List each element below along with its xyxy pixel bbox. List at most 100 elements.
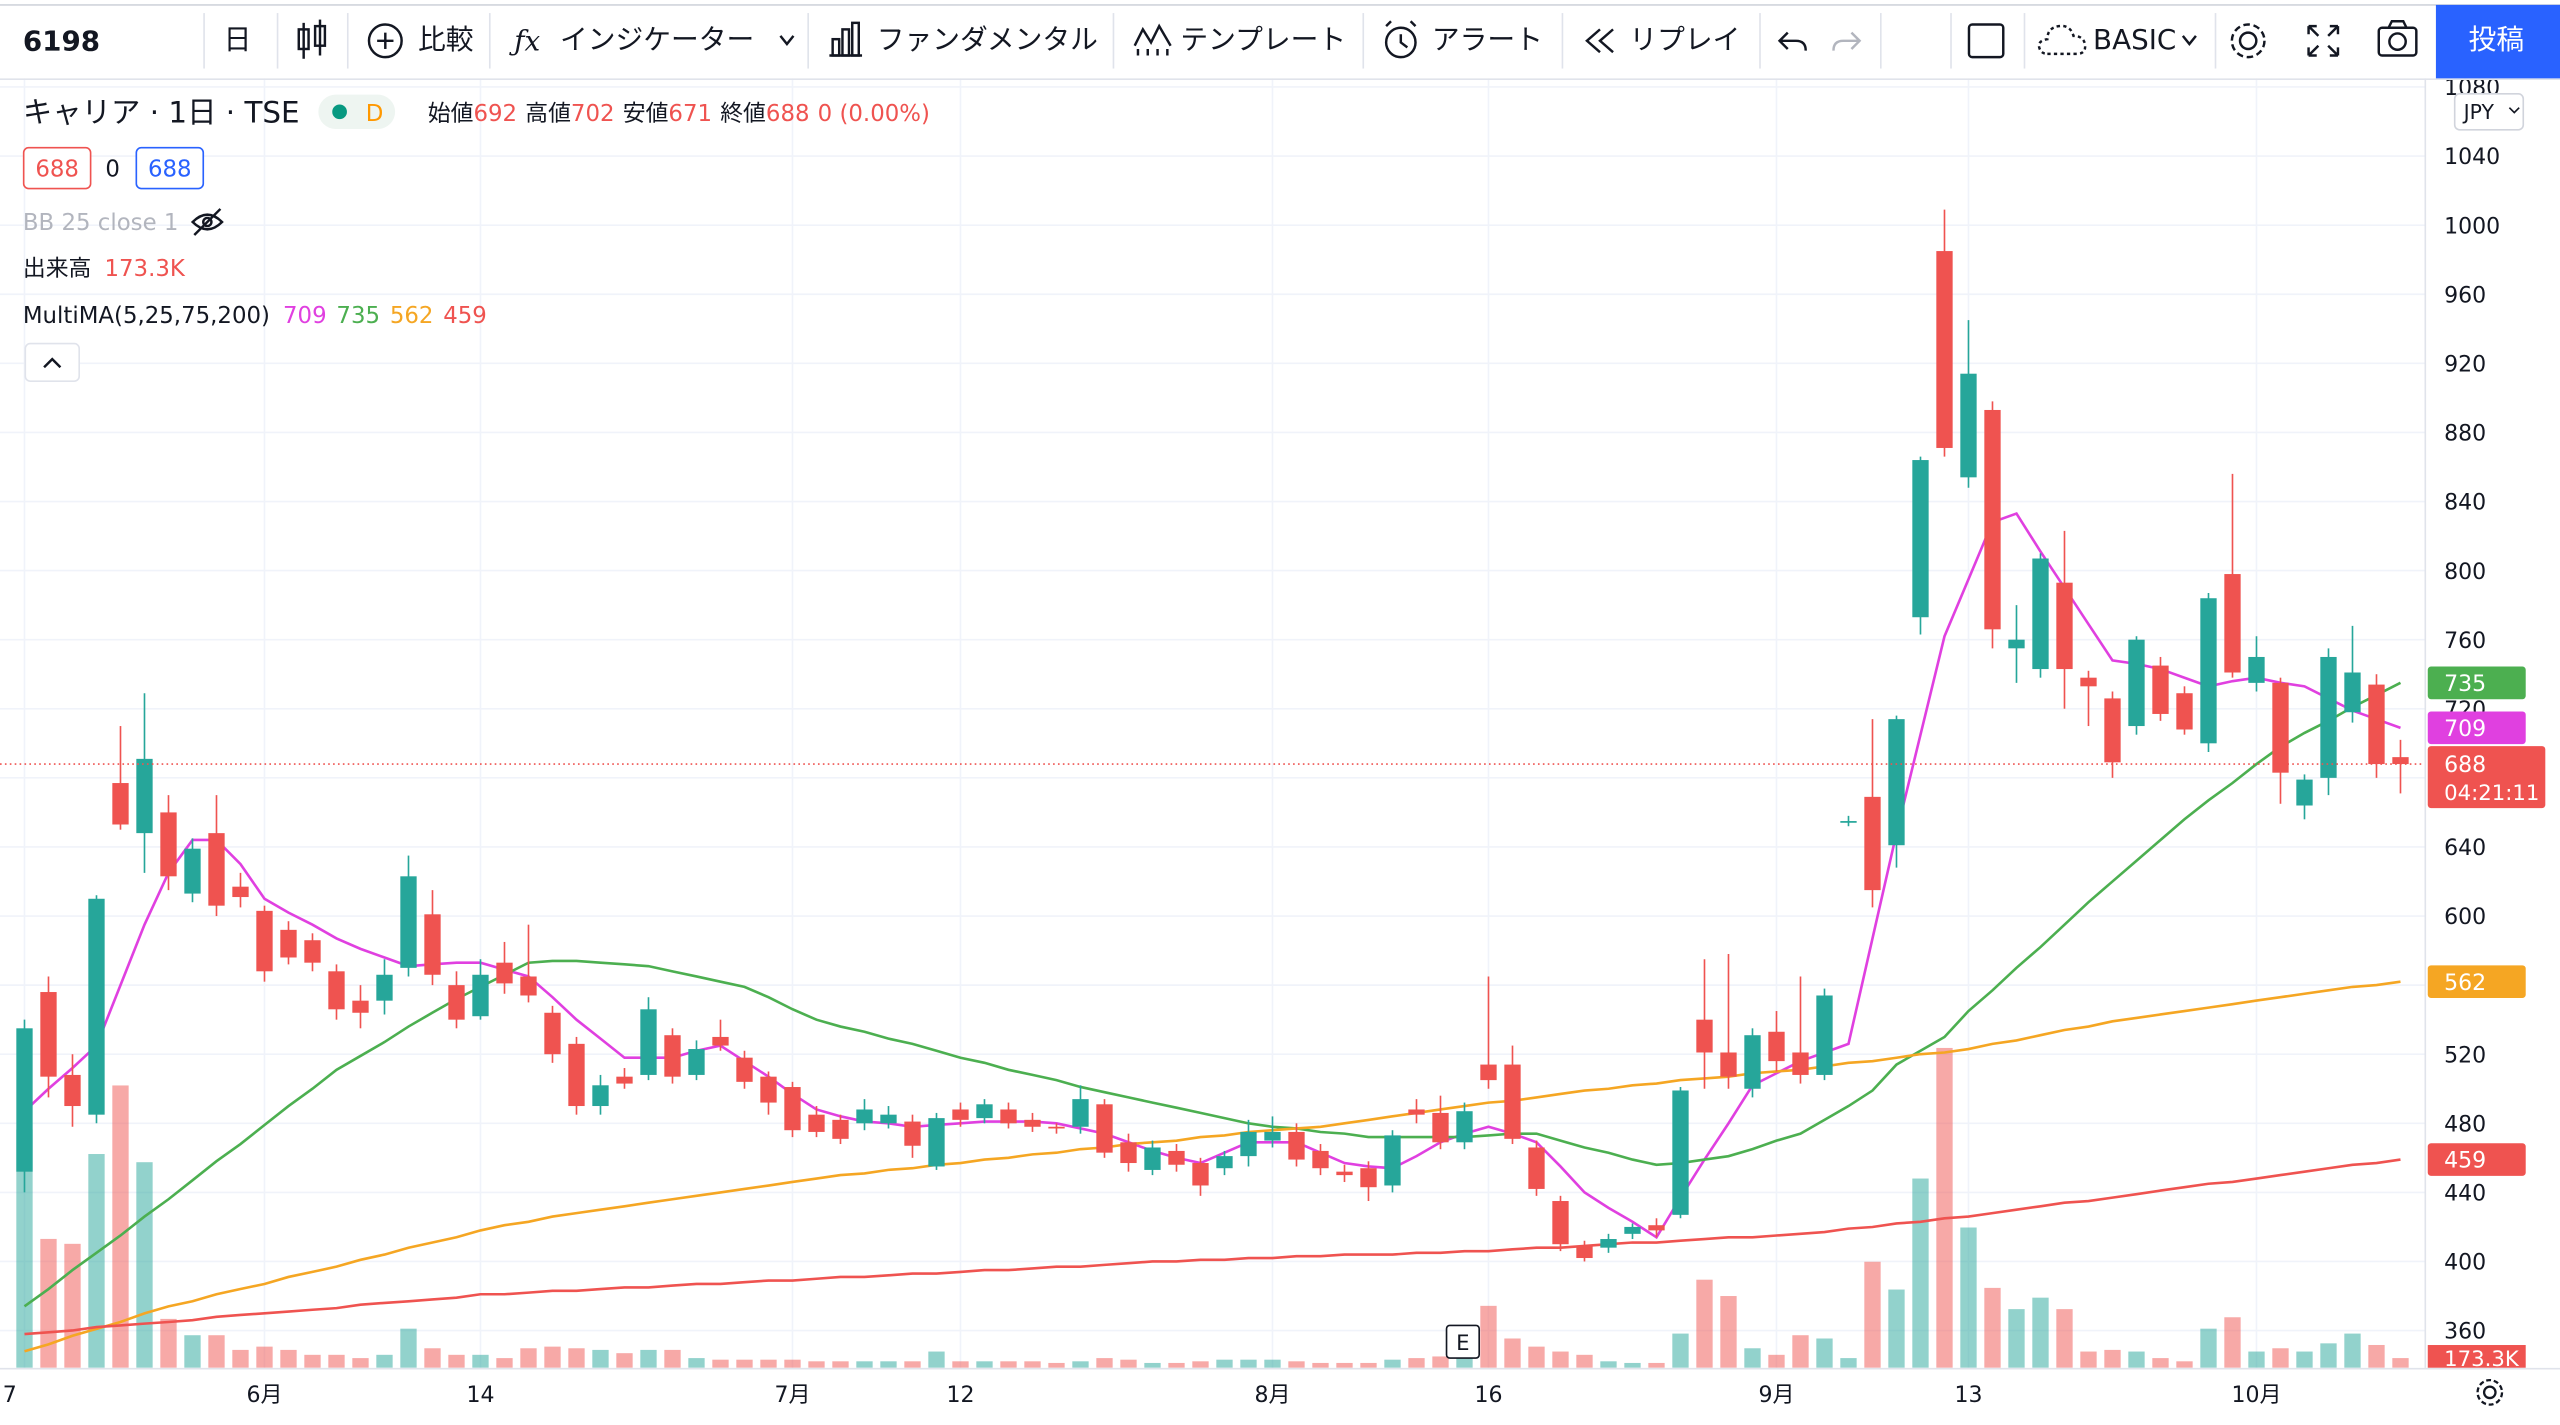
- candle-body: [184, 848, 201, 894]
- y-tick-label: 600: [2444, 905, 2486, 930]
- y-tick-label: 800: [2444, 560, 2486, 585]
- settings-icon[interactable]: [2230, 23, 2266, 59]
- ma-line: [23, 511, 2401, 1240]
- x-tick-label: 9月: [1758, 1383, 1794, 1408]
- candle-body: [640, 1009, 657, 1075]
- replay[interactable]: リプレイ: [1629, 23, 1740, 56]
- publish[interactable]: 投稿: [2469, 23, 2525, 56]
- compare-icon[interactable]: [367, 23, 403, 59]
- compare[interactable]: 比較: [418, 23, 474, 56]
- volume-bar: [856, 1361, 873, 1368]
- hidden-icon[interactable]: [190, 208, 224, 236]
- bid-box[interactable]: [22, 146, 92, 190]
- volume-bar: [664, 1349, 681, 1368]
- candle-body: [2344, 672, 2361, 713]
- undo[interactable]: [1777, 31, 1807, 51]
- volume-bar: [1624, 1362, 1641, 1368]
- candle-body: [880, 1114, 897, 1124]
- snapshot-icon[interactable]: [2377, 19, 2418, 57]
- alert-icon[interactable]: [1384, 20, 1417, 59]
- templates-icon[interactable]: [1133, 23, 1172, 56]
- symbol[interactable]: 6198: [23, 25, 100, 58]
- volume-bar: [352, 1358, 369, 1368]
- y-tick-label: 520: [2444, 1043, 2486, 1068]
- volume-legend: 出来高 173.3K: [23, 256, 186, 282]
- volume-bar: [2368, 1344, 2385, 1368]
- candle-body: [280, 929, 297, 958]
- legend: キャリア · 1日 · TSE D 始値692 高値702 安値671 終値688 0 …: [22, 94, 930, 382]
- ask-box[interactable]: [135, 146, 205, 190]
- candle-body: [808, 1114, 825, 1132]
- candle-body: [232, 886, 249, 898]
- alerts[interactable]: アラート: [1432, 23, 1543, 56]
- candle-body: [2008, 639, 2025, 649]
- badge: D: [366, 101, 384, 127]
- candle-body: [1744, 1035, 1761, 1089]
- fullscreen-icon[interactable]: [2307, 24, 2340, 57]
- volume-bar: [1480, 1305, 1497, 1368]
- volume-bar: [2032, 1297, 2049, 1368]
- templates[interactable]: テンプレート: [1180, 23, 1346, 56]
- candles: [16, 209, 2409, 1262]
- collapse-button[interactable]: [24, 342, 80, 382]
- candle-body: [2056, 582, 2073, 670]
- volume-bar: [88, 1154, 105, 1368]
- candle-body: [1840, 821, 1857, 823]
- chevron[interactable]: [2181, 35, 2197, 47]
- candle-body: [904, 1121, 921, 1146]
- candle-body: [1000, 1109, 1017, 1124]
- settings-icon[interactable]: [2476, 1378, 2504, 1406]
- layout-name[interactable]: BASIC: [2093, 23, 2176, 56]
- x-tick-label: 16: [1474, 1383, 1502, 1408]
- ask[interactable]: 688: [148, 156, 192, 182]
- last-price-box: [2427, 746, 2546, 809]
- candle-body: [2152, 665, 2169, 714]
- volume-bar: [1696, 1279, 1713, 1368]
- candle-body: [2080, 677, 2097, 687]
- candle-body: [1048, 1126, 1065, 1129]
- volume-bar: [2392, 1358, 2409, 1368]
- candle-body: [400, 876, 417, 968]
- chart-type-icon[interactable]: [297, 19, 327, 59]
- volume-bar: [1528, 1346, 1545, 1368]
- cloud-icon[interactable]: [2037, 24, 2087, 56]
- volume-bar: [592, 1349, 609, 1368]
- volume-bar: [1768, 1354, 1785, 1368]
- indicators[interactable]: インジケーター: [560, 23, 754, 56]
- volume-bar: [1024, 1361, 1041, 1368]
- fx-icon[interactable]: ƒx: [508, 25, 540, 58]
- symbol-title: キャリア · 1日 · TSE: [23, 95, 300, 129]
- gear-inner: [2482, 1385, 2497, 1400]
- y-tick-label: 440: [2444, 1182, 2486, 1207]
- ma-value: 735: [336, 303, 380, 329]
- chevron[interactable]: [779, 35, 795, 47]
- chevron-up[interactable]: [43, 357, 62, 369]
- volume-bar: [760, 1359, 777, 1368]
- candle-body: [64, 1074, 81, 1107]
- candle-body: [592, 1085, 609, 1107]
- candle-body: [1888, 719, 1905, 846]
- candle-body: [1600, 1239, 1617, 1248]
- ma-price-tag: 709: [2444, 717, 2486, 742]
- replay-icon[interactable]: [1585, 28, 1614, 54]
- candle-body: [664, 1035, 681, 1077]
- fundamentals[interactable]: ファンダメンタル: [877, 23, 1098, 56]
- fundamentals-icon[interactable]: [829, 21, 863, 57]
- candle-body: [2296, 779, 2313, 806]
- candle-body: [1912, 460, 1929, 618]
- redo[interactable]: [1832, 31, 1862, 51]
- candle-body: [88, 898, 105, 1115]
- candle-body: [328, 971, 345, 1010]
- volume-bar: [64, 1243, 81, 1368]
- layout-icon[interactable]: [1967, 23, 2005, 59]
- ma-label: MultiMA(5,25,75,200): [23, 303, 270, 329]
- overlay: E360400440480520560600640680720760800840…: [0, 76, 2560, 1425]
- interval[interactable]: 日: [224, 23, 252, 56]
- bid[interactable]: 688: [35, 156, 79, 182]
- volume-bar: [1912, 1178, 1929, 1368]
- volume-bar: [1432, 1356, 1449, 1368]
- publish-button[interactable]: [2435, 4, 2560, 79]
- volume-bar: [952, 1361, 969, 1368]
